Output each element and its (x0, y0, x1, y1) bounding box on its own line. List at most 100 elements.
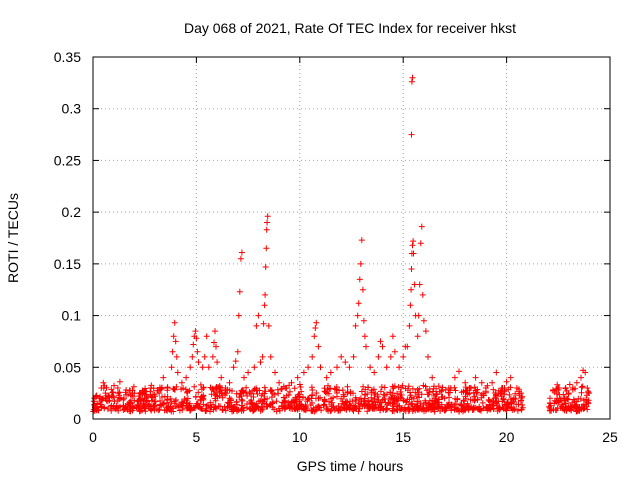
data-point (171, 319, 178, 326)
data-point (419, 291, 426, 298)
data-point (135, 397, 142, 404)
data-point (190, 341, 197, 348)
data-point (408, 78, 415, 85)
data-point (518, 390, 525, 397)
data-point (236, 288, 243, 295)
data-point (121, 395, 127, 402)
data-point (462, 379, 469, 386)
x-tick-label: 15 (395, 429, 411, 445)
data-point (379, 343, 386, 350)
data-point (482, 385, 489, 391)
grid (93, 57, 610, 419)
data-point (361, 333, 368, 340)
data-point (359, 286, 366, 293)
data-point (251, 364, 258, 371)
data-point (201, 353, 208, 360)
data-point (174, 369, 181, 376)
data-point (211, 339, 217, 346)
data-point (489, 379, 496, 386)
x-axis: 0 5 10 15 20 25 (89, 57, 618, 445)
y-tick-label: 0.25 (54, 152, 81, 168)
data-point (193, 335, 200, 342)
data-point (141, 395, 148, 402)
data-point (409, 74, 416, 81)
data-point (259, 353, 266, 360)
data-point (265, 322, 272, 329)
data-point (346, 364, 353, 371)
data-point (312, 325, 319, 331)
data-point (358, 237, 365, 244)
y-axis: 0 0.05 0.1 0.15 0.2 0.25 0.3 0.35 (54, 49, 610, 427)
data-point (478, 379, 485, 386)
data-point (260, 320, 267, 327)
data-point (408, 131, 415, 138)
y-tick-label: 0.15 (54, 256, 81, 272)
data-point (422, 328, 429, 335)
data-point (205, 364, 212, 371)
y-tick-label: 0.05 (54, 359, 81, 375)
data-point (218, 374, 225, 381)
data-point (456, 368, 462, 375)
data-point (230, 364, 237, 371)
data-point (425, 353, 431, 360)
data-point (164, 385, 171, 391)
data-point (383, 364, 390, 371)
data-point (213, 343, 219, 350)
data-point (441, 395, 448, 402)
data-point (404, 343, 411, 350)
data-point (400, 353, 407, 360)
data-point (406, 322, 413, 329)
data-point (433, 397, 440, 404)
data-point (98, 385, 105, 391)
data-point (237, 255, 244, 262)
data-point (429, 374, 436, 381)
data-point (245, 369, 252, 376)
data-point (94, 400, 101, 407)
data-point (356, 276, 363, 283)
x-tick-label: 25 (602, 429, 618, 445)
data-point (116, 378, 123, 385)
data-point (264, 219, 271, 226)
data-point (255, 312, 262, 319)
data-point (212, 328, 218, 335)
data-point (377, 338, 384, 345)
data-point (195, 359, 202, 366)
data-point (414, 333, 421, 340)
data-point (573, 379, 580, 386)
data-point (584, 385, 591, 391)
data-point (513, 385, 520, 391)
data-point (411, 281, 418, 288)
data-point (261, 302, 268, 309)
data-point (354, 312, 361, 319)
x-tick-label: 10 (292, 429, 308, 445)
y-axis-label: ROTI / TECUs (5, 193, 21, 283)
data-point (168, 364, 175, 371)
data-point (267, 353, 274, 360)
data-point (226, 379, 233, 386)
data-point (194, 348, 201, 355)
y-tick-label: 0 (73, 411, 81, 427)
data-point (409, 242, 416, 249)
data-point (375, 353, 382, 360)
data-point (561, 395, 568, 402)
data-point (160, 374, 167, 381)
data-point (106, 397, 113, 404)
data-point (327, 369, 334, 376)
data-point (172, 338, 179, 345)
data-point (407, 302, 414, 309)
data-point (199, 364, 206, 371)
data-point (309, 353, 316, 360)
data-point (338, 353, 345, 360)
data-point (334, 364, 340, 371)
data-point (472, 374, 479, 381)
chart-title: Day 068 of 2021, Rate Of TEC Index for r… (184, 20, 516, 36)
data-point (170, 333, 177, 340)
plot-frame (92, 56, 611, 420)
data-point (264, 213, 271, 220)
data-point (114, 385, 121, 391)
data-point (315, 343, 322, 350)
data-point (499, 385, 506, 391)
data-point (257, 359, 264, 366)
data-point (569, 385, 576, 391)
data-point (152, 393, 158, 400)
